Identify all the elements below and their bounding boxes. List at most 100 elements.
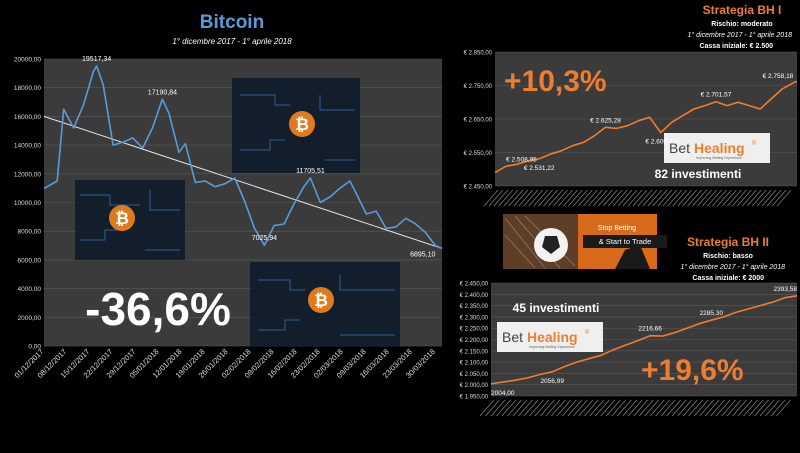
bitcoin-data-labels: 19517,34 17190,84 11705,51 7025,94 6895,10: [82, 56, 435, 259]
x-tick-mark: [602, 189, 618, 207]
stop-betting-banner: Stop Betting & Start to Trade: [503, 214, 667, 269]
y-tick-label: 0,00: [28, 344, 41, 351]
bh1-investments-count: 82 investimenti: [655, 167, 742, 181]
y-tick-label: € 2.400,00: [460, 293, 489, 299]
x-tick-mark: [606, 399, 621, 417]
y-tick-label: € 2.450,00: [464, 185, 493, 191]
bh1-initial-cash: Cassa iniziale: € 2.500: [699, 43, 773, 50]
x-tick-mark: [642, 189, 658, 207]
x-tick-mark: [682, 399, 698, 417]
y-tick-label: 20000,00: [14, 57, 41, 64]
y-tick-label: € 2.850,00: [464, 51, 493, 57]
x-tick-mark: [759, 399, 775, 417]
x-tick-mark: [721, 399, 736, 417]
bethealing-logo: Bet Healing ® Improving Betting Experien…: [664, 133, 770, 163]
bh2-risk: Rischio: basso: [703, 253, 753, 260]
y-tick-label: € 2.750,00: [464, 84, 493, 90]
bh1-period: 1° dicembre 2017 - 1° aprile 2018: [688, 31, 793, 39]
bh2-period: 1° dicembre 2017 - 1° aprile 2018: [681, 263, 786, 271]
x-tick-mark: [543, 189, 558, 207]
x-tick-mark: [667, 189, 683, 207]
x-tick-mark: [702, 189, 717, 207]
x-tick-mark: [589, 399, 605, 417]
x-tick-mark: [573, 399, 588, 417]
bethealing-logo: Bet Healing ® Improving Betting Experien…: [497, 322, 603, 352]
data-label: 6895,10: [410, 252, 435, 259]
bitcoin-icon: ₿: [109, 205, 135, 231]
x-tick-mark: [512, 399, 528, 417]
x-tick-mark: [766, 189, 782, 207]
x-tick-mark: [558, 189, 573, 207]
x-tick-mark: [655, 399, 670, 417]
x-tick-mark: [551, 399, 566, 417]
trend-line: [43, 115, 443, 249]
x-tick-mark: [746, 189, 762, 207]
x-tick-mark: [553, 189, 568, 207]
x-tick-mark: [737, 399, 753, 417]
bh1-title: Strategia BH I: [703, 3, 782, 17]
x-tick-mark: [600, 399, 616, 417]
y-tick-label: € 2.100,00: [460, 361, 489, 367]
y-tick-label: 10000,00: [14, 200, 41, 207]
x-tick-mark: [751, 189, 767, 207]
x-tick-mark: [508, 189, 524, 207]
bitcoin-icon: ₿: [308, 287, 334, 313]
x-tick-mark: [533, 189, 548, 207]
y-tick-label: € 2.250,00: [460, 327, 489, 333]
y-tick-label: € 2.450,00: [460, 282, 489, 288]
y-tick-label: € 2.300,00: [460, 315, 489, 321]
x-tick-mark: [652, 189, 668, 207]
x-tick-mark: [693, 399, 709, 417]
x-tick-mark: [562, 399, 577, 417]
x-tick-mark: [632, 189, 648, 207]
x-tick-mark: [578, 399, 594, 417]
data-label: 11705,51: [296, 168, 325, 175]
x-tick-mark: [682, 189, 697, 207]
x-tick-mark: [568, 189, 583, 207]
x-tick-mark: [518, 399, 533, 417]
y-tick-label: 12000,00: [14, 171, 41, 178]
x-tick-mark: [672, 189, 687, 207]
x-tick-mark: [649, 399, 665, 417]
x-tick-mark: [498, 189, 514, 207]
x-tick-mark: [483, 189, 499, 207]
x-tick-mark: [627, 189, 643, 207]
data-label: 7025,94: [252, 235, 277, 242]
data-label: € 2.609,42: [645, 139, 676, 146]
svg-text:Healing: Healing: [527, 329, 578, 345]
y-tick-label: € 2.550,00: [464, 151, 493, 157]
x-tick-mark: [503, 189, 519, 207]
y-tick-label: € 2.050,00: [460, 372, 489, 378]
x-tick-mark: [662, 189, 678, 207]
x-tick-mark: [712, 189, 727, 207]
y-tick-label: € 2.000,00: [460, 383, 489, 389]
y-tick-label: 8000,00: [18, 229, 42, 236]
data-label: € 2.758,18: [763, 73, 794, 80]
x-tick-mark: [633, 399, 649, 417]
x-tick-mark: [699, 399, 714, 417]
data-label: € 2.531,22: [524, 165, 555, 172]
x-tick-mark: [687, 189, 702, 207]
data-label: 2285,30: [700, 310, 724, 317]
data-label: € 2.701,57: [701, 92, 732, 99]
x-tick-mark: [697, 189, 712, 207]
data-label: 2004,00: [491, 390, 515, 397]
x-tick-mark: [717, 189, 732, 207]
x-tick-mark: [611, 399, 627, 417]
y-tick-label: € 2.650,00: [464, 118, 493, 124]
data-label: 17190,84: [148, 89, 177, 96]
bitcoin-y-axis: 0,00 2000,00 4000,00 6000,00 8000,00 10000,00…: [14, 57, 42, 351]
x-tick-mark: [490, 399, 506, 417]
svg-text:®: ®: [752, 140, 757, 147]
x-tick-mark: [523, 399, 539, 417]
x-tick-mark: [727, 189, 742, 207]
bh2-investments-count: 45 investimenti: [513, 301, 600, 315]
x-tick-mark: [529, 399, 544, 417]
x-tick-mark: [588, 189, 603, 207]
x-tick-mark: [756, 189, 772, 207]
x-tick-mark: [726, 399, 742, 417]
x-tick-mark: [722, 189, 737, 207]
x-tick-mark: [493, 189, 509, 207]
bh1-risk: Rischio: moderato: [711, 21, 772, 28]
x-tick-mark: [627, 399, 643, 417]
